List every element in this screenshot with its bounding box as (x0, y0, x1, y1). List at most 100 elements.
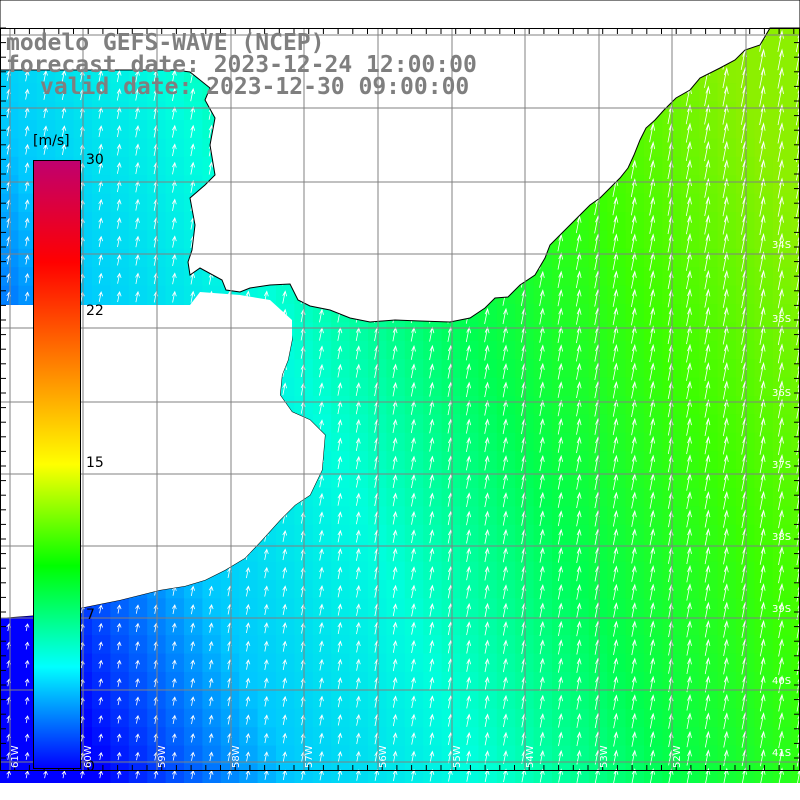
wind-arrow (704, 251, 711, 272)
wind-cell (423, 561, 443, 581)
wind-arrow (649, 675, 656, 692)
wind-cell (18, 690, 38, 710)
wind-cell (625, 193, 645, 213)
wind-arrow (777, 122, 784, 144)
wind-arrow (429, 547, 435, 562)
wind-cell (110, 212, 130, 231)
wind-cell (607, 359, 627, 379)
wind-cell (386, 727, 406, 747)
wind-cell (717, 543, 737, 563)
wind-cell (128, 616, 148, 636)
lat-label-38s: 38S (772, 532, 792, 543)
wind-cell (386, 690, 406, 710)
wind-arrow (539, 362, 545, 380)
wind-arrow (649, 694, 656, 711)
wind-arrow (503, 731, 508, 746)
wind-arrow (649, 233, 656, 253)
wind-cell (552, 451, 571, 471)
wind-cell (533, 616, 553, 636)
wind-cell (644, 432, 663, 452)
wind-arrow (282, 695, 288, 707)
wind-cell (349, 524, 369, 544)
wind-cell (588, 506, 608, 526)
wind-cell (331, 359, 351, 379)
wind-arrow (759, 361, 766, 382)
wind-arrow (777, 85, 784, 107)
wind-cell (680, 690, 700, 710)
wind-cell (165, 635, 185, 655)
wind-cell (552, 304, 571, 323)
wind-cell (680, 432, 700, 452)
wind-arrow (778, 527, 784, 547)
wind-arrow (778, 712, 784, 730)
wind-arrow (392, 566, 398, 580)
wind-cell (644, 285, 663, 305)
wind-cell (625, 506, 645, 526)
wind-arrow (319, 658, 324, 671)
wind-arrow (484, 713, 490, 727)
wind-cell (460, 359, 479, 379)
wind-cell (644, 156, 663, 176)
wind-cell (92, 727, 111, 747)
wind-cell (312, 524, 332, 544)
wind-cell (552, 708, 571, 728)
wind-arrow (337, 529, 343, 543)
wind-cell (349, 377, 369, 397)
wind-cell (202, 690, 222, 710)
wind-cell (625, 285, 645, 305)
wind-arrow (612, 491, 619, 509)
wind-cell (478, 488, 498, 507)
wind-arrow (484, 344, 490, 361)
wind-arrow (778, 748, 784, 767)
wind-arrow (411, 547, 416, 562)
wind-cell (349, 764, 369, 783)
wind-arrow (704, 196, 711, 217)
wind-cell (754, 248, 774, 268)
wind-arrow (704, 380, 711, 400)
wind-arrow (190, 659, 196, 670)
wind-cell (791, 248, 800, 268)
wind-arrow (502, 344, 508, 361)
wind-arrow (24, 733, 30, 742)
wind-cell (404, 543, 424, 563)
wind-cell (791, 653, 800, 673)
wind-cell (625, 414, 645, 434)
wind-cell (18, 267, 38, 287)
lon-label-59w: 59W (157, 745, 168, 768)
wind-cell (699, 451, 719, 471)
wind-arrow (355, 363, 361, 378)
wind-cell (791, 506, 800, 526)
wind-arrow (245, 566, 251, 579)
wind-arrow (777, 343, 784, 364)
wind-cell (699, 488, 719, 507)
wind-cell (18, 212, 38, 231)
wind-arrow (502, 528, 508, 544)
wind-cell (625, 580, 645, 599)
wind-arrow (484, 731, 490, 746)
wind-cell (791, 377, 800, 397)
wind-arrow (557, 583, 564, 600)
wind-cell (772, 469, 792, 489)
wind-cell (423, 396, 443, 415)
wind-arrow (171, 677, 177, 688)
wind-cell (110, 248, 130, 268)
wind-cell (423, 690, 443, 710)
wind-arrow (429, 344, 435, 361)
wind-arrow (777, 269, 784, 291)
wind-cell (607, 580, 627, 599)
wind-cell (717, 322, 737, 342)
wind-cell (18, 285, 38, 305)
colorbar: [m/s] 30 22 15 7 0 (0, 125, 110, 785)
wind-cell (239, 727, 259, 747)
wind-cell (404, 488, 424, 507)
wind-cell (552, 543, 571, 563)
wind-cell (680, 175, 700, 195)
wind-arrow (594, 768, 600, 784)
wind-arrow (704, 343, 711, 363)
wind-arrow (319, 640, 324, 653)
wind-cell (772, 212, 792, 231)
wind-cell (349, 745, 369, 765)
wind-arrow (723, 491, 729, 510)
wind-arrow (759, 306, 766, 327)
wind-cell (754, 46, 774, 66)
